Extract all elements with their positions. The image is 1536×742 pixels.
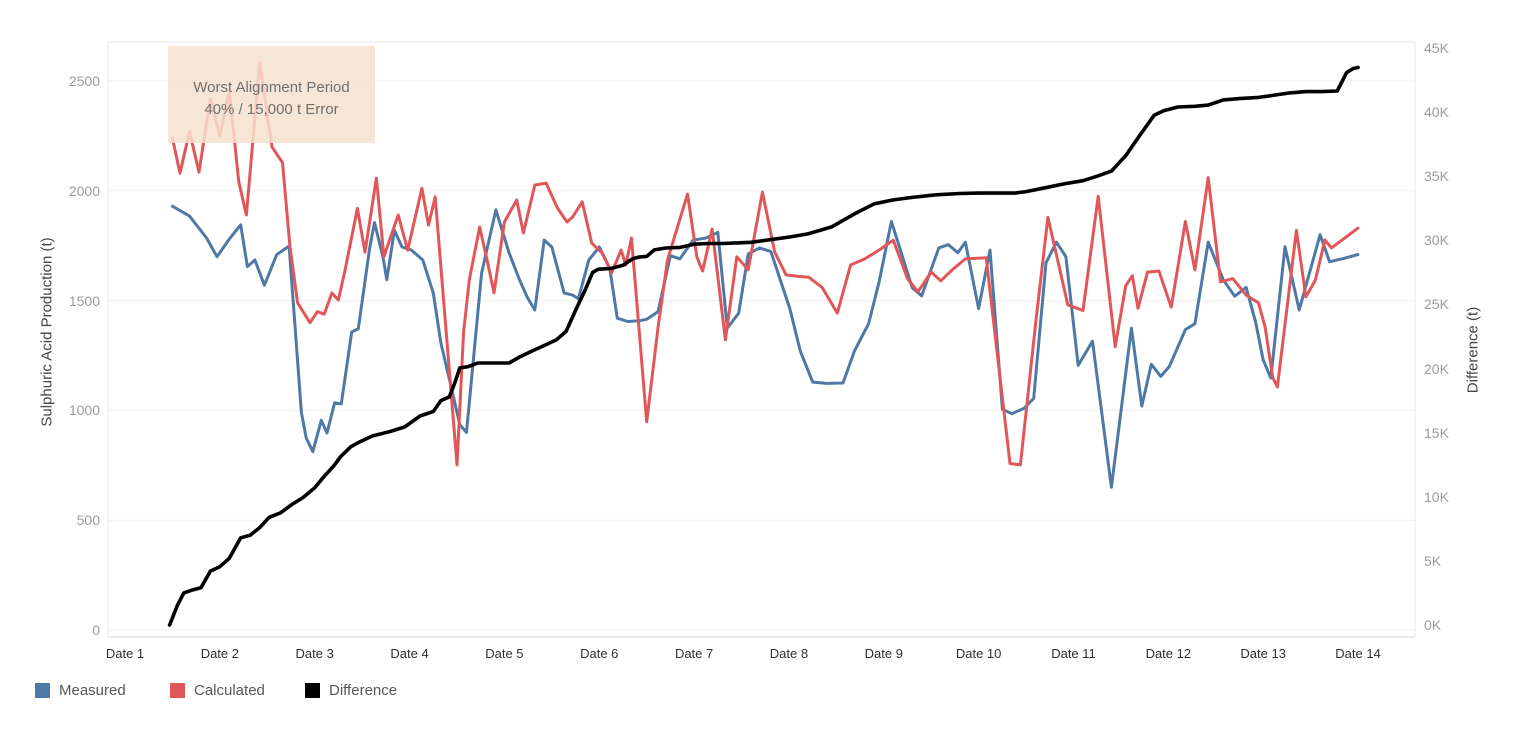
legend-label-measured: Measured <box>59 682 126 699</box>
right-axis-tick-label: 10K <box>1424 488 1449 505</box>
measured-color-chip <box>35 683 50 698</box>
annotation-line2: 40% / 15,000 t Error <box>204 101 339 118</box>
x-axis-tick-label: Date 6 <box>580 646 619 661</box>
left-axis-tick-label: 1000 <box>68 402 100 419</box>
left-axis-tick-label: 2000 <box>68 182 100 199</box>
legend-item-measured[interactable]: Measured <box>35 682 126 699</box>
right-axis-tick-label: 5K <box>1424 552 1442 569</box>
x-axis-tick-label: Date 5 <box>485 646 524 661</box>
series-line-difference[interactable] <box>167 65 1360 627</box>
x-axis-tick-label: Date 1 <box>105 646 145 661</box>
x-axis-tick-label: Date 9 <box>864 646 903 661</box>
x-axis-tick-label: Date 12 <box>1145 646 1192 661</box>
annotation-line1: Worst Alignment Period <box>193 79 350 96</box>
right-axis-tick-label: 25K <box>1424 296 1449 313</box>
right-axis-tick-label: 45K <box>1424 40 1449 56</box>
right-axis-tick-label: 20K <box>1424 360 1449 377</box>
right-axis-tick-label: 0K <box>1424 617 1442 633</box>
x-axis-tick-label: Date 8 <box>769 646 809 661</box>
x-axis-tick-label: Date 4 <box>390 646 429 661</box>
difference-color-chip <box>305 683 320 698</box>
legend-label-difference: Difference <box>329 682 398 699</box>
x-axis-tick-label: Date 7 <box>674 646 714 661</box>
left-axis-tick-label: 0 <box>92 622 100 638</box>
left-axis-tick-label: 2500 <box>68 73 100 89</box>
right-axis-tick-label: 30K <box>1424 232 1449 249</box>
x-axis-tick-label: Date 3 <box>295 646 334 661</box>
x-axis-tick-label: Date 14 <box>1335 646 1381 661</box>
calculated-color-chip <box>170 683 185 698</box>
right-axis-title: Difference (t) <box>1464 306 1482 394</box>
left-axis-tick-label: 1500 <box>68 292 100 309</box>
annotation-box: Worst Alignment Period 40% / 15,000 t Er… <box>168 46 375 143</box>
legend-item-calculated[interactable]: Calculated <box>170 682 265 699</box>
right-axis-tick-label: 40K <box>1424 104 1449 121</box>
series-line-calculated[interactable] <box>170 60 1360 467</box>
legend-item-difference[interactable]: Difference <box>305 682 397 699</box>
left-axis-tick-label: 500 <box>76 512 100 529</box>
legend-label-calculated: Calculated <box>194 682 265 699</box>
x-axis-tick-label: Date 11 <box>1051 646 1096 661</box>
left-axis-title: Sulphuric Acid Production (t) <box>38 237 56 427</box>
right-axis-tick-label: 15K <box>1424 424 1449 441</box>
x-axis-tick-label: Date 2 <box>200 646 239 661</box>
x-axis-tick-label: Date 10 <box>955 646 1002 661</box>
right-axis-tick-label: 35K <box>1424 168 1449 185</box>
x-axis-tick-label: Date 13 <box>1240 646 1286 661</box>
